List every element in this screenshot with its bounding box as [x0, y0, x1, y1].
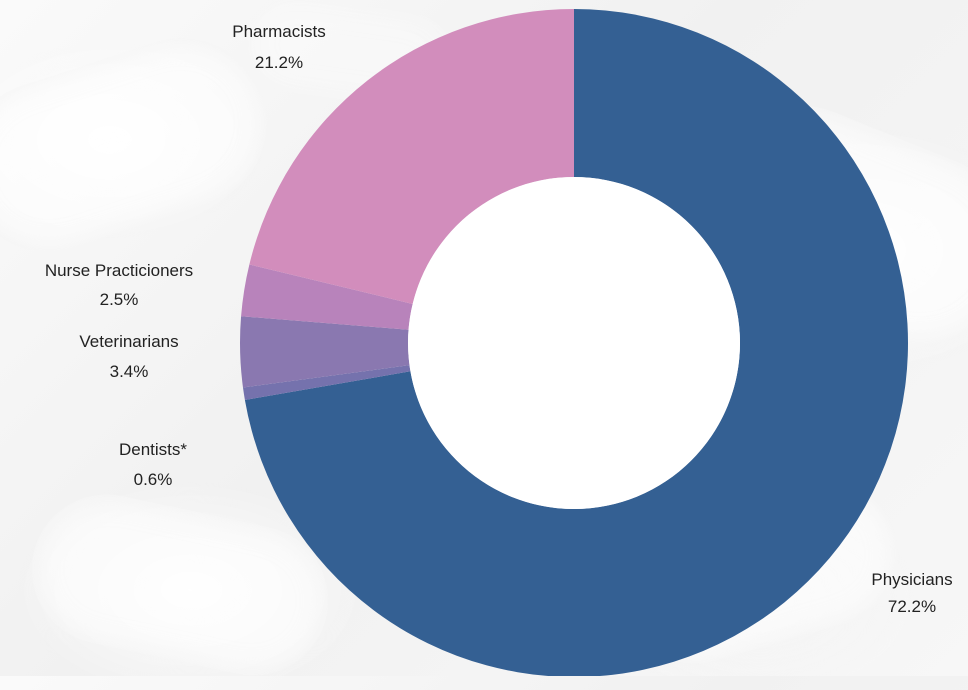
slice-label-group: Veterinarians 3.4% [79, 332, 178, 381]
slice-name-label: Physicians [871, 570, 952, 589]
donut-chart: Physicians 72.2% Dentists* 0.6% Veterinarian… [45, 8, 953, 676]
slice-name-label: Veterinarians [79, 332, 178, 351]
donut-hole [408, 177, 740, 509]
slice-nurse-practicioners [241, 264, 413, 330]
slice-name-label: Dentists* [119, 440, 187, 459]
slice-veterinarians [240, 316, 410, 388]
slice-physicians [244, 9, 908, 676]
chart-slices [240, 8, 908, 676]
slice-percent-label: 72.2% [888, 597, 936, 616]
slice-dentists [242, 365, 411, 400]
slice-percent-label: 0.6% [134, 470, 173, 489]
slice-label-group: Physicians 72.2% [871, 570, 952, 616]
slice-name-label: Pharmacists [232, 22, 326, 41]
slice-pharmacists [249, 8, 574, 304]
slice-label-group: Nurse Practicioners 2.5% [45, 261, 193, 309]
slice-name-label: Nurse Practicioners [45, 261, 193, 280]
chart-labels: Physicians 72.2% Dentists* 0.6% Veterinarian… [45, 22, 953, 616]
slice-percent-label: 2.5% [100, 290, 139, 309]
slice-percent-label: 21.2% [255, 53, 303, 72]
slice-label-group: Pharmacists 21.2% [232, 22, 326, 72]
slice-percent-label: 3.4% [110, 362, 149, 381]
slice-label-group: Dentists* 0.6% [119, 440, 187, 489]
